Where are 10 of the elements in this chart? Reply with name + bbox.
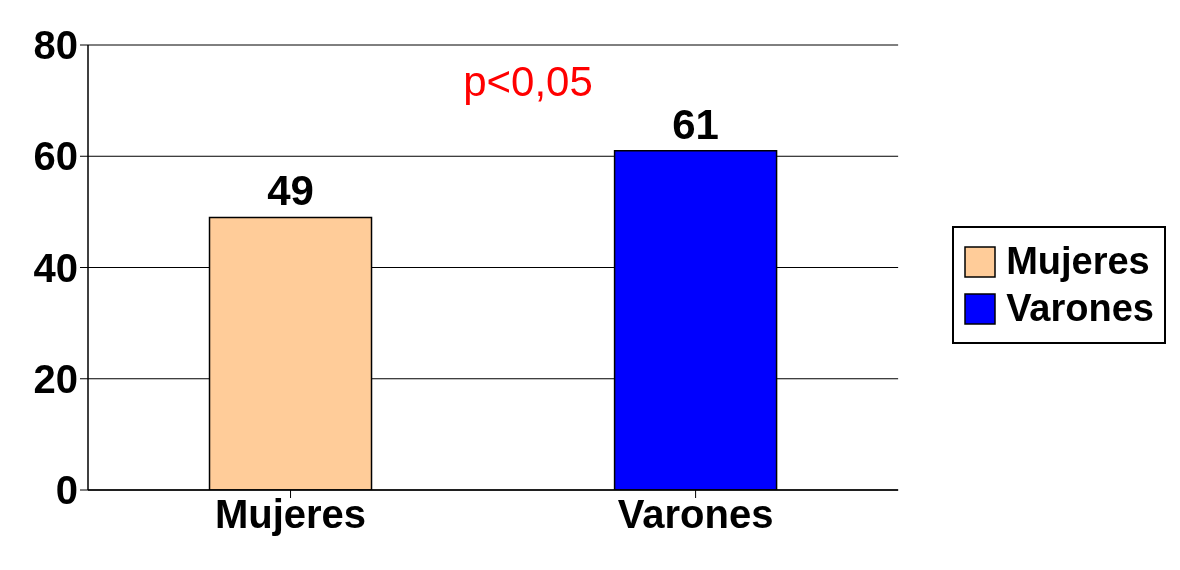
y-tick-label: 80	[33, 23, 78, 68]
y-tick-label: 60	[33, 134, 78, 179]
data-label: 49	[267, 167, 314, 215]
y-tick-label: 40	[33, 245, 78, 290]
data-label: 61	[672, 100, 719, 148]
y-tick-label: 20	[33, 356, 78, 401]
legend-label: Varones	[1006, 287, 1154, 330]
y-tick-label: 0	[55, 468, 78, 513]
annotation: p<0,05	[462, 58, 594, 106]
legend-label: Mujeres	[1006, 240, 1150, 283]
